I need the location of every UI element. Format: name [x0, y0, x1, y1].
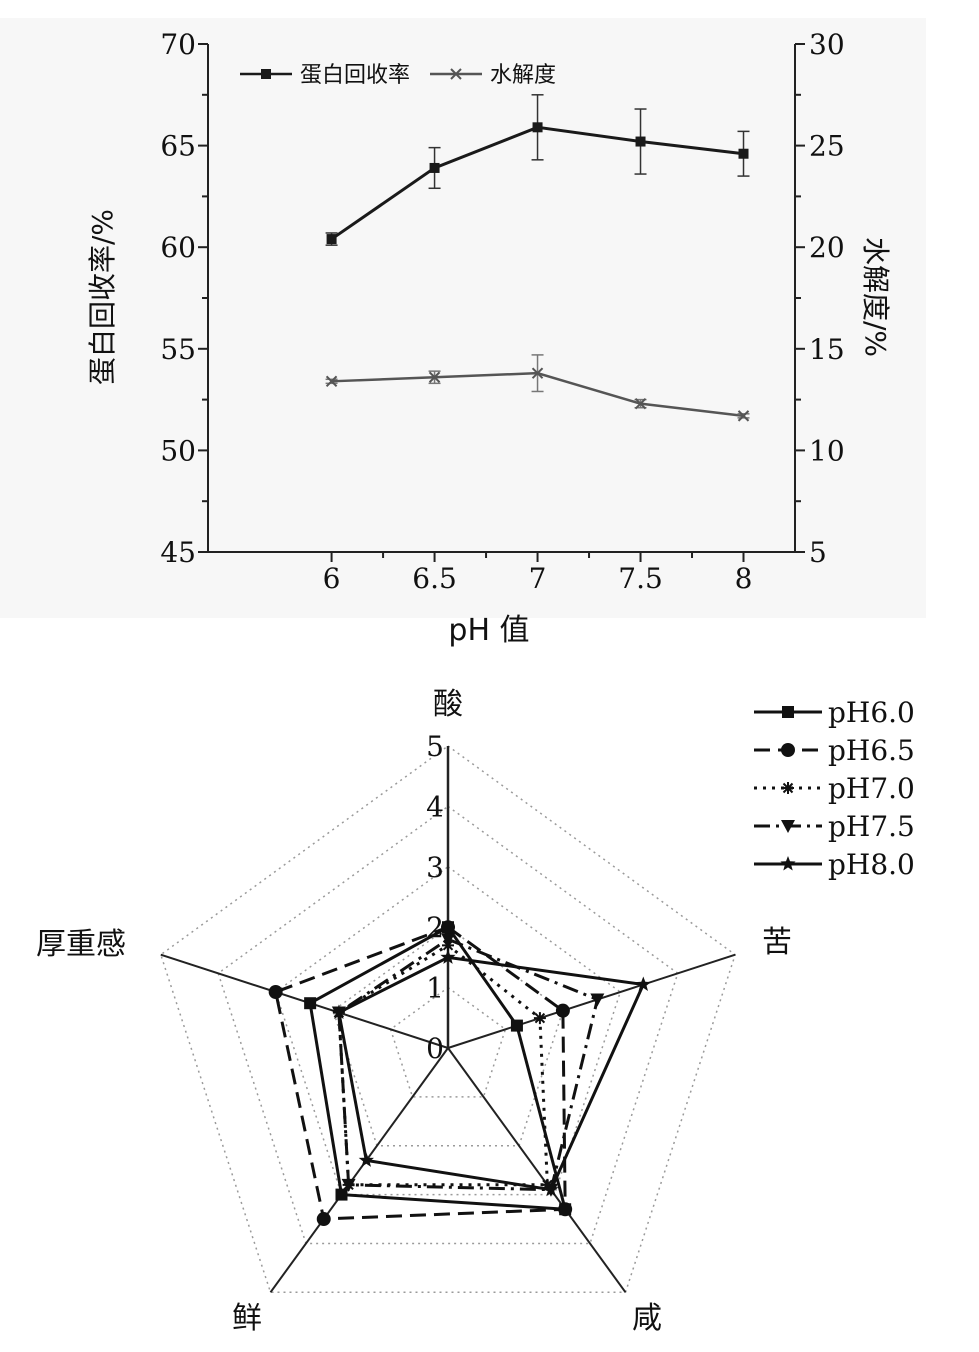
x-tick-label: 8 — [735, 562, 753, 595]
y-axis-label: 蛋白回收率/% — [86, 209, 119, 385]
radar-point-0 — [335, 1188, 348, 1201]
radar-tick-label: 4 — [426, 790, 444, 823]
data-point-0 — [738, 148, 749, 159]
data-point-0 — [326, 234, 337, 245]
radar-point-3 — [590, 993, 605, 1007]
radar-axis-label: 咸 — [632, 1301, 662, 1336]
y2-axis-label: 水解度/% — [859, 237, 892, 357]
y2-tick-label: 5 — [809, 536, 827, 569]
radar-axis-label: 苦 — [762, 925, 792, 960]
radar-point-4 — [440, 949, 456, 964]
y2-tick-label: 30 — [809, 28, 845, 61]
radar-legend-label-0: pH6.0 — [828, 696, 915, 729]
y-tick-label: 55 — [160, 333, 196, 366]
radar-point-1 — [558, 1202, 573, 1217]
data-point-1 — [325, 375, 338, 388]
legend-label-1: 水解度 — [490, 63, 556, 88]
x-tick-label: 7 — [529, 562, 547, 595]
radar-point-4 — [635, 976, 651, 991]
x-axis-label: pH 值 — [448, 613, 529, 648]
data-point-0 — [429, 162, 440, 173]
data-point-0 — [532, 122, 543, 133]
radar-point-3 — [441, 933, 455, 947]
x-tick-label: 6 — [323, 562, 341, 595]
radar-tick-label: 3 — [426, 851, 444, 884]
data-point-1 — [737, 410, 750, 422]
y2-tick-label: 25 — [809, 130, 845, 163]
legend-marker-0 — [261, 69, 271, 79]
radar-legend-label-4: pH8.0 — [828, 848, 915, 881]
radar-grid-ring — [332, 926, 564, 1147]
radar-spoke — [447, 953, 736, 1049]
radar-legend-marker-2 — [782, 782, 794, 794]
y2-tick-label: 15 — [809, 333, 845, 366]
radar-series-0 — [308, 925, 568, 1211]
y-tick-label: 60 — [160, 231, 196, 264]
y-tick-label: 50 — [160, 434, 196, 467]
radar-tick-label: 2 — [426, 911, 444, 944]
radar-point-4 — [358, 1152, 374, 1167]
radar-series-4 — [337, 955, 646, 1192]
radar-axis-label: 厚重感 — [36, 927, 126, 962]
radar-legend-marker-4 — [780, 856, 796, 871]
radar-series-3 — [337, 937, 600, 1192]
y-tick-label: 65 — [160, 130, 196, 163]
radar-grid-ring — [159, 745, 737, 1294]
radar-grid-ring — [389, 986, 507, 1098]
radar-legend-label-3: pH7.5 — [828, 810, 915, 843]
legend-label-0: 蛋白回收率 — [300, 63, 410, 88]
y-tick-label: 45 — [160, 536, 196, 569]
y2-tick-label: 10 — [809, 434, 845, 467]
radar-tick-label: 0 — [426, 1032, 444, 1065]
radar-legend-marker-0 — [782, 706, 794, 718]
data-point-1 — [634, 397, 647, 410]
radar-point-0 — [510, 1019, 523, 1032]
radar-point-2 — [533, 1012, 546, 1025]
radar-point-1 — [555, 1003, 570, 1018]
x-tick-label: 7.5 — [618, 562, 663, 595]
radar-tick-label: 1 — [426, 972, 444, 1005]
radar-axis-label: 酸 — [433, 687, 463, 722]
y-tick-label: 70 — [160, 28, 196, 61]
y2-tick-label: 20 — [809, 231, 845, 264]
radar-legend-label-1: pH6.5 — [828, 734, 915, 767]
data-point-0 — [635, 136, 646, 147]
radar-series-1 — [273, 925, 567, 1221]
taste-radar-chart: 0 1 2 3 4 5 酸苦咸 鲜 厚重感 pH6.0 pH6.5 pH7.0 pH7.5 pH8.0 — [36, 687, 915, 1336]
radar-spoke — [447, 1047, 627, 1293]
plot-background — [0, 18, 926, 618]
radar-legend-label-2: pH7.0 — [828, 772, 915, 805]
radar-legend-marker-3 — [781, 820, 795, 833]
radar-tick-label: 5 — [426, 730, 444, 763]
radar-grid-ring — [217, 805, 679, 1245]
radar-point-4 — [331, 1004, 347, 1019]
data-point-1 — [531, 367, 544, 379]
radar-legend-marker-1 — [781, 743, 795, 757]
radar-point-3 — [341, 1178, 356, 1192]
radar-point-1 — [441, 920, 455, 935]
radar-point-4 — [543, 1181, 559, 1197]
x-tick-label: 6.5 — [412, 562, 457, 595]
legend-marker-1 — [450, 68, 462, 80]
data-point-1 — [428, 371, 441, 383]
radar-point-0 — [304, 997, 317, 1010]
radar-spoke — [269, 1047, 449, 1293]
radar-point-1 — [268, 985, 283, 1000]
radar-axis-label: 鲜 — [232, 1301, 262, 1336]
radar-point-1 — [316, 1212, 331, 1227]
